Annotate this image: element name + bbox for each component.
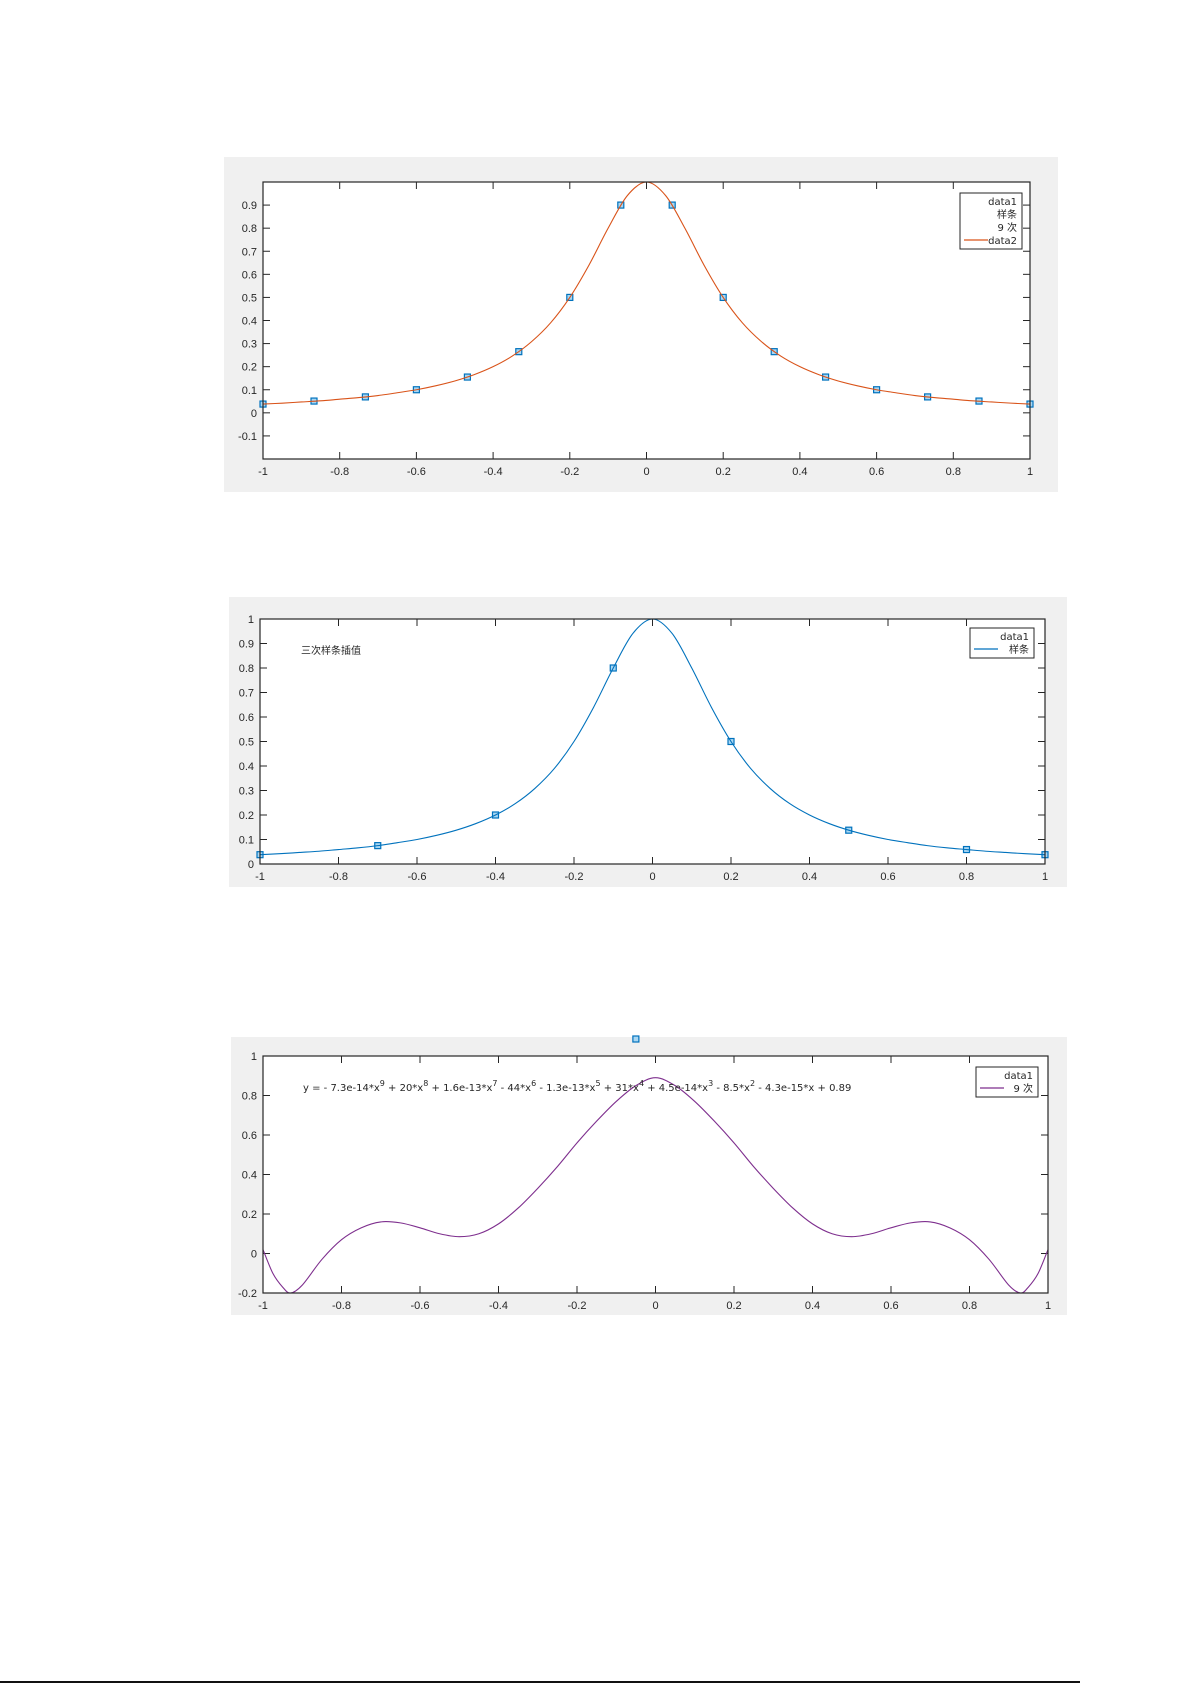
x-tick-label: -0.4	[486, 871, 505, 883]
legend-entry: 9 次	[997, 221, 1017, 234]
x-tick-label: 0.4	[792, 466, 807, 478]
y-tick-label: 0.3	[242, 339, 257, 351]
y-tick-label: 0.2	[242, 1209, 257, 1221]
legend-entry: data1	[1004, 1071, 1033, 1082]
y-tick-label: 0.1	[239, 835, 254, 847]
x-tick-label: 0.4	[805, 1300, 820, 1312]
x-tick-label: 0.2	[716, 466, 731, 478]
x-tick-label: -0.2	[560, 466, 579, 478]
y-tick-label: 1	[248, 614, 254, 626]
chart-annotation: y = - 7.3e-14*x9 + 20*x8 + 1.6e-13*x7 - …	[303, 1079, 851, 1094]
y-tick-label: 0.2	[242, 362, 257, 374]
legend-entry: data1	[1000, 632, 1029, 643]
axes-background	[263, 182, 1030, 459]
y-tick-label: 0.9	[239, 639, 254, 651]
x-tick-label: -0.6	[407, 466, 426, 478]
x-tick-label: 0.6	[883, 1300, 898, 1312]
chart-2: -1 -0.8 -0.6 -0.4 -0.2 0 0.2 0.4 0.6 0.8 1 0 0.1 0.2 0…	[229, 597, 1067, 887]
x-tick-label: 0.2	[726, 1300, 741, 1312]
axes-box	[259, 618, 1046, 865]
y-tick-label: 0.9	[242, 200, 257, 212]
x-tick-label: 0.8	[946, 466, 961, 478]
x-tick-label: 0.8	[962, 1300, 977, 1312]
y-tick-label: -0.2	[238, 1288, 257, 1300]
x-tick-label: -1	[258, 466, 268, 478]
y-tick-label: 0	[251, 1249, 257, 1261]
x-tick-label: -0.6	[411, 1300, 430, 1312]
footer-rule	[0, 1681, 1080, 1683]
y-tick-label: 0.4	[242, 316, 257, 328]
series-line	[262, 1077, 1049, 1294]
x-tick-label: -0.4	[489, 1300, 508, 1312]
y-tick-label: 0.8	[242, 1091, 257, 1103]
x-tick-label: -1	[258, 1300, 268, 1312]
legend-entry: data1	[988, 197, 1017, 208]
axes-background	[260, 619, 1045, 864]
x-tick-label: 1	[1027, 466, 1033, 478]
x-tick-label: 1	[1042, 871, 1048, 883]
y-tick-label: 0.6	[239, 712, 254, 724]
axes-box	[262, 1055, 1049, 1294]
legend-box	[975, 1066, 1039, 1098]
y-tick-label: 0.5	[242, 292, 257, 304]
x-tick-label: -0.2	[568, 1300, 587, 1312]
legend-box	[969, 627, 1035, 659]
y-tick-label: -0.1	[238, 431, 257, 443]
axes-box	[262, 181, 1031, 460]
x-tick-label: -0.8	[332, 1300, 351, 1312]
data-point-marker	[632, 1035, 640, 1043]
x-tick-label: 0	[652, 1300, 658, 1312]
y-tick-label: 0.3	[239, 786, 254, 798]
y-tick-label: 0.6	[242, 1130, 257, 1142]
legend-entry: 样条	[1009, 643, 1029, 656]
y-tick-label: 0.4	[242, 1170, 257, 1182]
legend-entry: 9 次	[1013, 1082, 1033, 1095]
y-tick-label: 0.6	[242, 269, 257, 281]
x-tick-label: -0.8	[330, 466, 349, 478]
x-tick-label: -1	[255, 871, 265, 883]
y-tick-label: 0	[248, 859, 254, 871]
y-tick-label: 0.8	[239, 663, 254, 675]
x-tick-label: 0	[643, 466, 649, 478]
y-tick-label: 0	[251, 408, 257, 420]
x-tick-label: 0	[649, 871, 655, 883]
x-tick-label: 0.2	[723, 871, 738, 883]
y-tick-label: 0.1	[242, 385, 257, 397]
axes-background	[263, 1056, 1048, 1293]
chart-3: -1 -0.8 -0.6 -0.4 -0.2 0 0.2 0.4 0.6 0.8 1 -0.2 0 0.2…	[231, 1035, 1067, 1315]
chart-1: -1 -0.8 -0.6 -0.4 -0.2 0 0.2 0.4 0.6 0.8 1 -0.1 0 0.1…	[224, 157, 1058, 492]
x-tick-label: 1	[1045, 1300, 1051, 1312]
legend-entry: 样条	[997, 208, 1017, 221]
y-tick-label: 0.8	[242, 223, 257, 235]
x-tick-label: 0.8	[959, 871, 974, 883]
legend-entry: data2	[988, 236, 1017, 247]
x-tick-label: -0.2	[565, 871, 584, 883]
y-tick-label: 0.5	[239, 737, 254, 749]
y-tick-label: 0.7	[242, 246, 257, 258]
y-tick-label: 0.7	[239, 688, 254, 700]
x-tick-label: 0.6	[880, 871, 895, 883]
x-tick-label: 0.6	[869, 466, 884, 478]
x-tick-label: -0.4	[484, 466, 503, 478]
y-tick-label: 0.2	[239, 810, 254, 822]
x-tick-label: 0.4	[802, 871, 817, 883]
y-tick-label: 0.4	[239, 761, 254, 773]
chart-annotation: 三次样条插值	[301, 644, 361, 657]
y-tick-label: 1	[251, 1051, 257, 1063]
x-tick-label: -0.8	[329, 871, 348, 883]
x-tick-label: -0.6	[408, 871, 427, 883]
